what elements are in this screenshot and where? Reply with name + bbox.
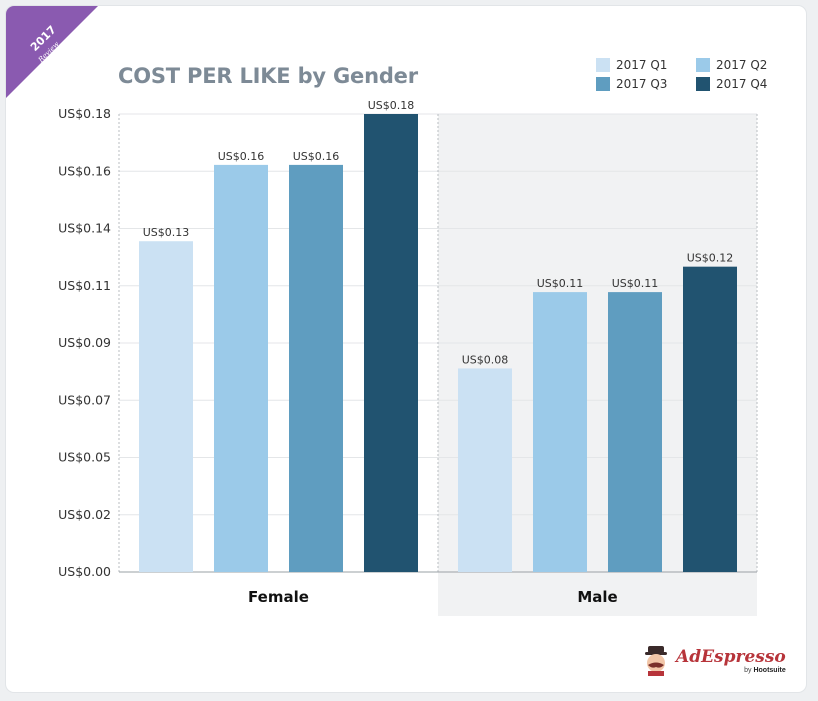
- bar-value-label: US$0.16: [218, 150, 265, 163]
- legend-swatch-q2: [696, 58, 710, 72]
- y-tick-label: US$0.02: [58, 507, 111, 522]
- legend-label-q4: 2017 Q4: [716, 77, 768, 91]
- y-tick-label: US$0.18: [58, 106, 111, 121]
- bar-value-label: US$0.18: [368, 99, 415, 112]
- brand-logo: AdEspresso by Hootsuite: [642, 646, 786, 676]
- brand-parent: by Hootsuite: [744, 666, 786, 674]
- y-tick-label: US$0.16: [58, 163, 111, 178]
- chart-title: COST PER LIKE by Gender: [118, 64, 418, 88]
- bar-value-label: US$0.12: [687, 252, 734, 265]
- category-label: Female: [248, 588, 309, 606]
- bar: [289, 164, 343, 572]
- bar: [139, 241, 193, 572]
- bar-value-label: US$0.11: [537, 277, 584, 290]
- bar: [533, 292, 587, 572]
- bar: [364, 114, 418, 572]
- brand-name: AdEspresso: [676, 646, 786, 667]
- y-tick-label: US$0.14: [58, 221, 111, 236]
- bar: [683, 266, 737, 572]
- legend-swatch-q4: [696, 77, 710, 91]
- y-tick-label: US$0.05: [58, 450, 111, 465]
- bar-value-label: US$0.13: [143, 226, 190, 239]
- bar-value-label: US$0.16: [293, 150, 340, 163]
- bar-value-label: US$0.08: [462, 353, 509, 366]
- bar: [608, 292, 662, 572]
- legend-swatch-q1: [596, 58, 610, 72]
- y-tick-label: US$0.00: [58, 564, 111, 579]
- legend-item-q3: 2017 Q3: [596, 77, 667, 91]
- chart-card: 2017 Review COST PER LIKE by Gender 2017…: [6, 6, 806, 692]
- bar-value-label: US$0.11: [612, 277, 659, 290]
- legend-item-q2: 2017 Q2: [696, 58, 767, 72]
- bar-chart: US$0.00 US$0.02 US$0.05 US$0.07 US$0.09 US$0.…: [58, 99, 758, 616]
- legend-item-q4: 2017 Q4: [696, 77, 767, 91]
- bar: [458, 368, 512, 572]
- legend-label-q2: 2017 Q2: [716, 58, 768, 72]
- legend-swatch-q3: [596, 77, 610, 91]
- y-tick-label: US$0.07: [58, 392, 111, 407]
- y-tick-label: US$0.11: [58, 278, 111, 293]
- legend-item-q1: 2017 Q1: [596, 58, 667, 72]
- mascot-icon: [642, 646, 670, 676]
- year-ribbon: [6, 6, 98, 98]
- legend-label-q3: 2017 Q3: [616, 77, 668, 91]
- category-label: Male: [577, 588, 617, 606]
- legend-label-q1: 2017 Q1: [616, 58, 668, 72]
- y-tick-label: US$0.09: [58, 335, 111, 350]
- bar: [214, 164, 268, 572]
